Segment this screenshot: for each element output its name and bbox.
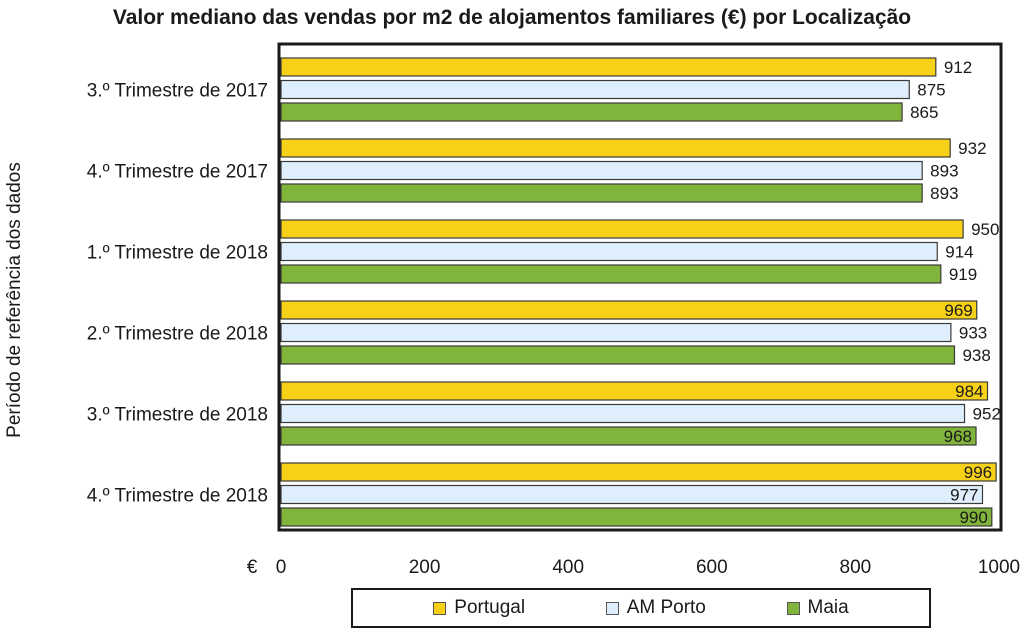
data-label: 912 <box>944 58 972 77</box>
bar-portugal <box>280 300 978 320</box>
data-label: 977 <box>950 486 978 505</box>
data-label: 875 <box>917 81 945 100</box>
data-label: 933 <box>959 324 987 343</box>
x-tick-label: 800 <box>840 557 872 578</box>
x-tick-label: 400 <box>552 557 584 578</box>
bar-maia <box>280 264 942 284</box>
category-label: 3.º Trimestre de 2018 <box>87 405 268 426</box>
data-label: 893 <box>930 184 958 203</box>
x-tick-label: 0 <box>276 557 287 578</box>
data-label: 932 <box>958 139 986 158</box>
x-axis-unit-label: € <box>247 557 258 578</box>
legend-swatch <box>433 601 447 615</box>
data-label: 893 <box>930 162 958 181</box>
data-label: 938 <box>962 346 990 365</box>
data-label: 950 <box>971 220 999 239</box>
x-tick-label: 200 <box>409 557 441 578</box>
legend-item: AM Porto <box>605 597 706 619</box>
data-label: 996 <box>964 463 992 482</box>
category-label: 4.º Trimestre de 2018 <box>87 486 268 507</box>
x-tick-label: 1000 <box>978 557 1020 578</box>
bar-portugal <box>280 381 989 401</box>
data-label: 969 <box>944 301 972 320</box>
bar-portugal <box>280 219 964 239</box>
data-label: 865 <box>910 103 938 122</box>
data-label: 990 <box>959 508 987 527</box>
bar-am-porto <box>280 160 923 181</box>
legend-swatch <box>786 601 800 615</box>
legend-item: Maia <box>786 597 849 619</box>
bar-portugal <box>280 138 951 158</box>
data-label: 984 <box>955 382 983 401</box>
data-label: 919 <box>949 265 977 284</box>
bar-maia <box>280 102 903 122</box>
category-label: 2.º Trimestre de 2018 <box>87 324 268 345</box>
x-tick-label: 600 <box>696 557 728 578</box>
chart-title: Valor mediano das vendas por m2 de aloja… <box>112 6 912 29</box>
bar-am-porto <box>280 403 966 424</box>
bar-am-porto <box>280 484 984 505</box>
plot-frame <box>277 42 1003 532</box>
legend-label: AM Porto <box>626 597 706 618</box>
legend-item: Portugal <box>433 597 525 619</box>
bar-maia <box>280 183 923 203</box>
bar-maia <box>280 507 993 527</box>
bar-am-porto <box>280 241 938 262</box>
legend: Portugal AM Porto Maia <box>351 588 931 628</box>
data-label: 952 <box>973 405 1001 424</box>
legend-swatch <box>605 601 619 615</box>
bar-portugal <box>280 57 937 77</box>
data-label: 914 <box>945 243 973 262</box>
category-label: 1.º Trimestre de 2018 <box>87 243 268 264</box>
data-label: 968 <box>944 427 972 446</box>
legend-label: Maia <box>807 597 849 618</box>
category-label: 4.º Trimestre de 2017 <box>87 162 268 183</box>
category-label: 3.º Trimestre de 2017 <box>87 81 268 102</box>
bar-am-porto <box>280 322 952 343</box>
legend-label: Portugal <box>454 597 526 618</box>
bar-am-porto <box>280 79 910 100</box>
bar-portugal <box>280 462 997 482</box>
bar-maia <box>280 426 977 446</box>
bar-maia <box>280 345 956 365</box>
